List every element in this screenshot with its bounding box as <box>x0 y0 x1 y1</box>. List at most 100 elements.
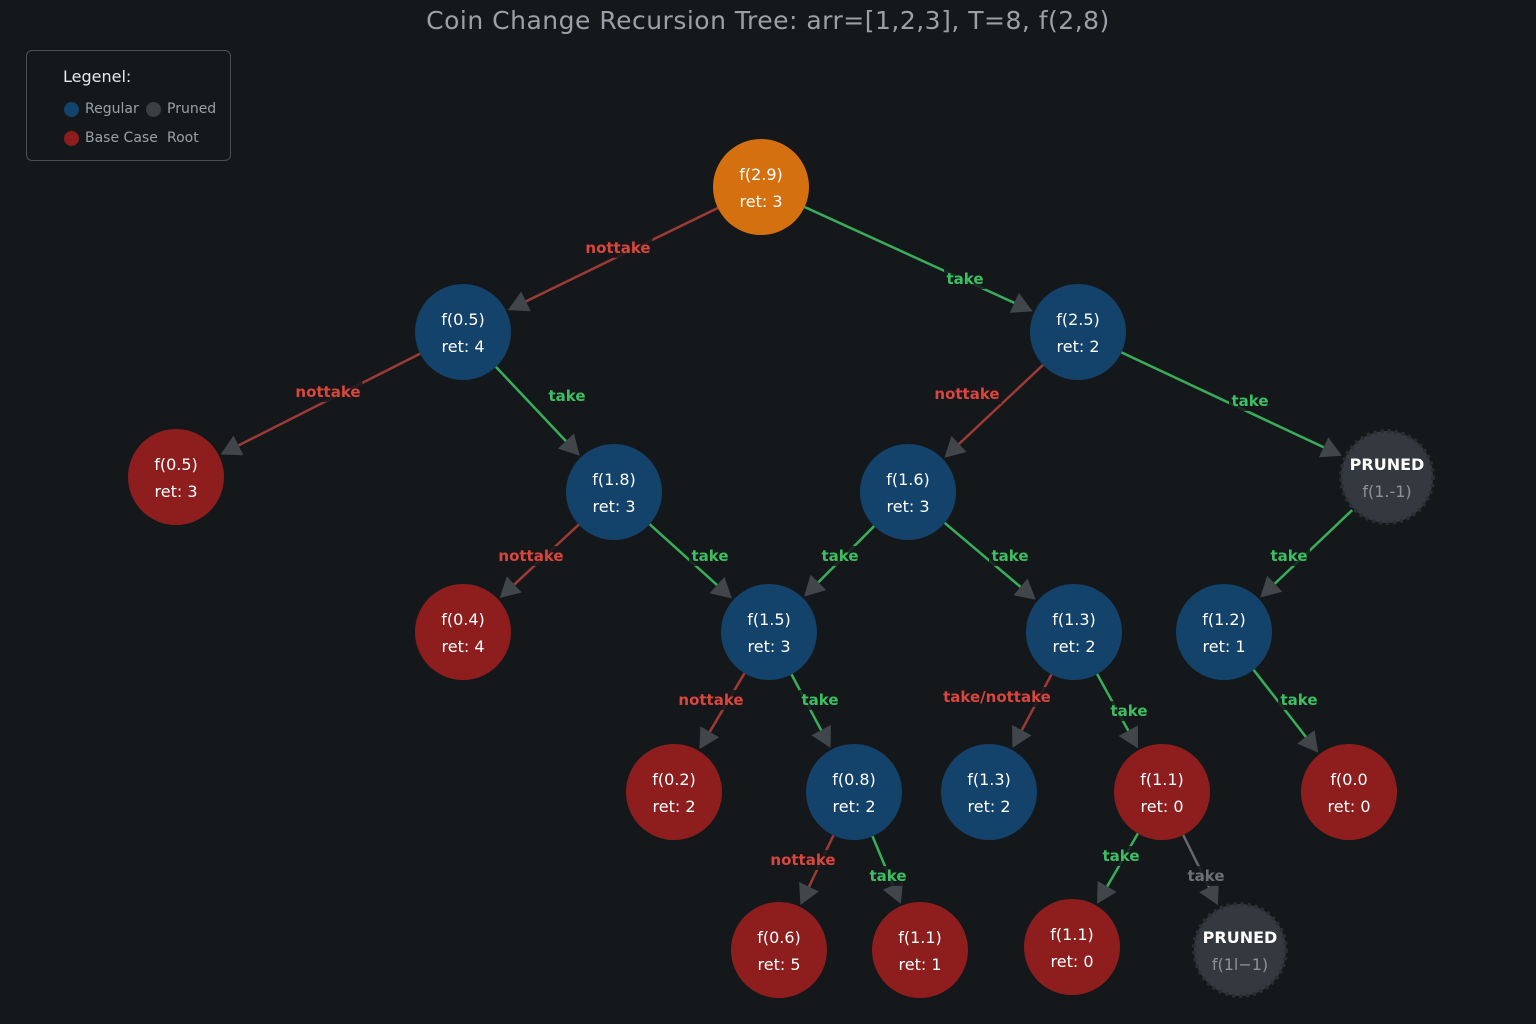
edge-label-take: take <box>1270 547 1307 565</box>
legend-title: Legenel: <box>63 67 132 86</box>
node-circle <box>1026 584 1122 680</box>
arrowhead-icon <box>1097 880 1117 904</box>
node-label: f(1.1) <box>1050 925 1094 944</box>
node-label: f(0.0 <box>1330 770 1367 789</box>
node-circle <box>1030 284 1126 380</box>
edge-n8-n11 <box>699 672 746 750</box>
edge-label-bg <box>944 269 986 289</box>
arrowhead-icon <box>1009 292 1033 313</box>
node-return: ret: 3 <box>740 192 783 211</box>
edge-label-bg <box>940 687 1054 707</box>
regular-node: f(1.6) ret: 3 <box>860 444 956 540</box>
regular-node: f(1.3) ret: 2 <box>941 744 1037 840</box>
arrowhead-icon <box>1013 578 1036 600</box>
edge-n14-n18 <box>1097 832 1139 904</box>
regular-node: f(1.8) ret: 3 <box>566 444 662 540</box>
edge-label-bg <box>867 866 909 886</box>
edge-label-take: take <box>869 867 906 885</box>
edge-label-take: take <box>691 547 728 565</box>
edge-n0-n1 <box>507 206 719 312</box>
edge-label-bg <box>546 386 588 406</box>
edge-label-nottake: nottake <box>678 691 743 709</box>
node-label: f(0.4) <box>441 610 485 629</box>
edge-label-nottake: nottake <box>934 385 999 403</box>
edge-line <box>1273 509 1354 585</box>
arrowhead-icon <box>699 726 720 750</box>
edge-label-take: take <box>1231 392 1268 410</box>
edge-line <box>1120 351 1325 449</box>
node-circle <box>713 139 809 235</box>
legend-item-pruned: Pruned <box>146 101 216 117</box>
node-return: ret: 3 <box>887 497 930 516</box>
node-circle <box>415 584 511 680</box>
edge-label-take: take <box>1110 702 1147 720</box>
legend-item-base-case: Base Case <box>64 130 158 146</box>
edge-label-bg <box>1229 391 1271 411</box>
node-circle <box>806 744 902 840</box>
edge-label-take: take <box>1280 691 1317 709</box>
node-return: ret: 2 <box>653 797 696 816</box>
regular-swatch-icon <box>64 101 79 117</box>
node-circle <box>721 584 817 680</box>
node-return: ret: 5 <box>758 955 801 974</box>
base-case-swatch-icon <box>64 130 79 146</box>
edge-label-bg <box>1278 690 1320 710</box>
legend: Legenel: Regular Pruned Base Case Root <box>26 50 231 161</box>
node-circle <box>1114 744 1210 840</box>
legend-item-regular: Regular <box>64 101 139 117</box>
edge-label-bg <box>989 546 1031 566</box>
arrowhead-icon <box>557 433 580 456</box>
node-label: f(1.3) <box>1052 610 1096 629</box>
edge-label-nottake: nottake <box>770 851 835 869</box>
node-label: PRUNED <box>1203 928 1278 947</box>
base-case-node: f(0.4) ret: 4 <box>415 584 511 680</box>
edge-label-take: take <box>821 547 858 565</box>
regular-node: f(0.5) ret: 4 <box>415 284 511 380</box>
node-return: ret: 2 <box>833 797 876 816</box>
edge-label-bg <box>1185 866 1227 886</box>
node-label: f(1.2) <box>1202 610 1246 629</box>
edge-n6-n10 <box>1260 509 1354 598</box>
node-label: f(0.2) <box>652 770 696 789</box>
edge-line <box>958 363 1044 445</box>
edge-n10-n15 <box>1252 669 1319 753</box>
arrowhead-icon <box>1012 725 1032 748</box>
arrowhead-icon <box>1260 575 1283 598</box>
edge-n5-n9 <box>943 521 1036 600</box>
base-case-node: f(1.1) ret: 0 <box>1114 744 1210 840</box>
root-node: f(2.9) ret: 3 <box>713 139 809 235</box>
arrowhead-icon <box>1318 437 1342 458</box>
edge-label-take: take <box>801 691 838 709</box>
node-return: ret: 0 <box>1141 797 1184 816</box>
arrowhead-icon <box>499 576 522 599</box>
pruned-node: PRUNED f(1l−1) <box>1192 902 1288 998</box>
node-return: ret: 2 <box>1053 637 1096 656</box>
edge-label-take: take <box>991 547 1028 565</box>
edge-label-nottake: nottake <box>498 547 563 565</box>
node-circle <box>731 902 827 998</box>
edge-label-bg <box>1100 846 1142 866</box>
node-label: f(1.5) <box>747 610 791 629</box>
edge-label-take: take <box>1187 867 1224 885</box>
regular-node: f(1.3) ret: 2 <box>1026 584 1122 680</box>
arrowhead-icon <box>1118 725 1138 749</box>
diagram-title: Coin Change Recursion Tree: arr=[1,2,3],… <box>426 6 1110 35</box>
edge-label-nottake: nottake <box>295 383 360 401</box>
arrowhead-icon <box>882 881 904 904</box>
node-circle <box>941 744 1037 840</box>
arrowhead-icon <box>799 882 819 905</box>
arrowhead-icon <box>1199 882 1219 906</box>
edge-line <box>648 523 718 587</box>
edge-label-bg <box>819 546 861 566</box>
node-call: f(1.-1) <box>1362 482 1411 501</box>
node-circle <box>860 444 956 540</box>
edge-n1-n3 <box>220 352 421 456</box>
edge-n9-n13 <box>1012 673 1053 748</box>
edge-label-take: take <box>946 270 983 288</box>
arrowhead-icon <box>804 574 827 597</box>
node-circle <box>1176 584 1272 680</box>
node-return: ret: 0 <box>1051 952 1094 971</box>
edge-n12-n16 <box>799 834 835 905</box>
edge-n4-n8 <box>648 523 732 599</box>
node-circle <box>415 284 511 380</box>
